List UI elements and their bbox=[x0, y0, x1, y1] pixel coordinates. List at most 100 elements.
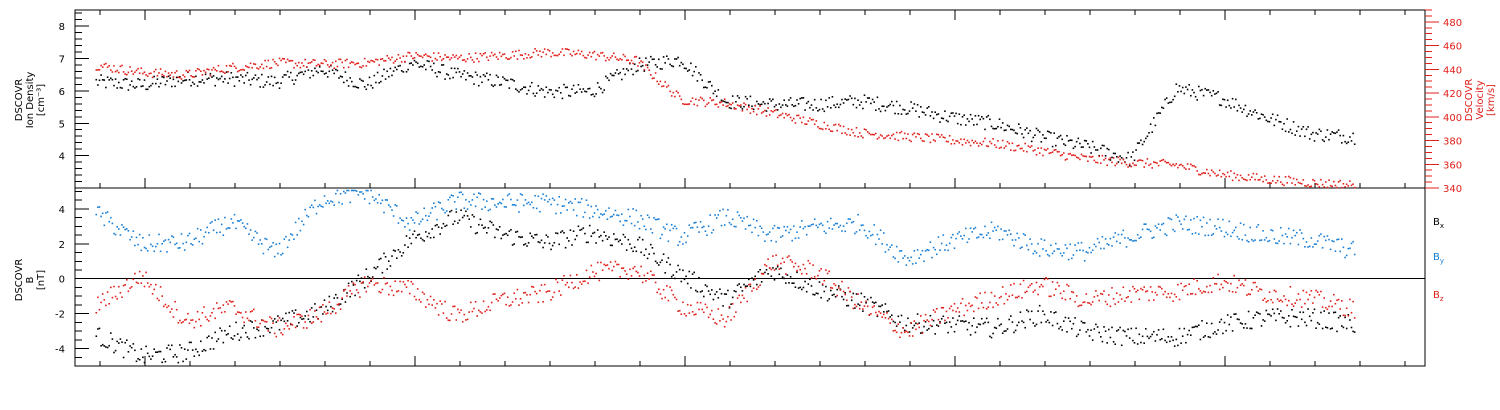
top-Velocity-point bbox=[866, 131, 869, 133]
bottom-Bz-point bbox=[1022, 279, 1025, 282]
bottom-Bx-point bbox=[410, 242, 413, 245]
bottom-Bz-point bbox=[794, 262, 797, 265]
top-Velocity-point bbox=[900, 130, 903, 133]
bottom-Bx-point bbox=[1177, 344, 1179, 347]
bottom-By-point bbox=[1112, 236, 1115, 238]
bottom-By-point bbox=[126, 228, 128, 230]
bottom-Bz-point bbox=[1190, 293, 1192, 295]
bottom-Bx-point bbox=[801, 288, 803, 291]
top-Velocity-point bbox=[1157, 164, 1160, 167]
top-Ion Density-point bbox=[884, 109, 887, 112]
bottom-Bz-point bbox=[751, 290, 753, 292]
bottom-By-point bbox=[190, 243, 192, 245]
bottom-By-point bbox=[879, 229, 882, 231]
top-Velocity-point bbox=[344, 59, 347, 62]
bottom-By-point bbox=[1111, 245, 1113, 247]
top-Velocity-point bbox=[836, 129, 838, 132]
bottom-By-point bbox=[1045, 250, 1047, 252]
bottom-By-point bbox=[817, 226, 819, 229]
bottom-Bz-point bbox=[720, 314, 723, 316]
bottom-Bx-point bbox=[191, 349, 194, 351]
top-Ion Density-point bbox=[823, 110, 826, 113]
bottom-Bz-point bbox=[325, 313, 327, 315]
bottom-Bx-point bbox=[1136, 343, 1139, 345]
top-Ion Density-point bbox=[98, 79, 101, 82]
bottom-By-point bbox=[968, 238, 970, 240]
top-Ion Density-point bbox=[1177, 91, 1179, 93]
top-Ion Density-point bbox=[833, 104, 835, 106]
bottom-Bz-point bbox=[1170, 292, 1173, 295]
bottom-By-point bbox=[476, 196, 478, 199]
top-Velocity-point bbox=[878, 136, 880, 139]
bottom-Bx-point bbox=[821, 284, 824, 286]
top-Ion Density-point bbox=[521, 88, 523, 90]
bottom-By-point bbox=[759, 225, 761, 228]
bottom-By-point bbox=[1037, 242, 1039, 245]
bottom-Bx-point bbox=[325, 305, 327, 308]
top-Ion Density-point bbox=[1056, 137, 1059, 139]
top-Velocity-point bbox=[1276, 179, 1279, 182]
top-Ion Density-point bbox=[907, 112, 909, 115]
bottom-By-point bbox=[767, 233, 769, 235]
top-Ion Density-point bbox=[841, 98, 843, 101]
top-Velocity-point bbox=[1006, 141, 1009, 143]
bottom-Bz-point bbox=[388, 293, 390, 296]
top-Ion Density-point bbox=[498, 84, 501, 86]
top-Ion Density-point bbox=[897, 113, 900, 115]
top-Ion Density-point bbox=[177, 80, 180, 83]
bottom-Bx-point bbox=[862, 310, 864, 312]
top-Ion Density-point bbox=[1255, 112, 1258, 114]
bottom-Bx-point bbox=[974, 331, 977, 334]
bottom-By-point bbox=[227, 227, 229, 229]
top-Ion Density-point bbox=[1186, 88, 1189, 91]
bottom-By-point bbox=[216, 231, 218, 234]
bottom-Bz-point bbox=[875, 311, 877, 314]
bottom-Bx-point bbox=[145, 345, 147, 348]
top-Ion Density-point bbox=[948, 115, 951, 118]
top-Velocity-point bbox=[1011, 142, 1014, 144]
bottom-By-point bbox=[457, 196, 459, 198]
bottom-Bz-point bbox=[378, 290, 380, 293]
top-Velocity-point bbox=[317, 63, 319, 66]
top-Velocity-point bbox=[452, 54, 454, 56]
bottom-Bz-point bbox=[346, 295, 348, 297]
top-Velocity-point bbox=[990, 142, 993, 145]
bottom-Bx-point bbox=[1236, 318, 1239, 320]
bottom-By-point bbox=[1040, 238, 1043, 240]
bottom-By-point bbox=[1238, 238, 1240, 240]
top-Velocity-point bbox=[982, 140, 985, 143]
bottom-Bz-point bbox=[510, 304, 512, 306]
bottom-Bz-point bbox=[852, 307, 855, 310]
bottom-Bz-point bbox=[1281, 300, 1284, 303]
top-Ion Density-point bbox=[375, 81, 377, 84]
bottom-Bx-point bbox=[945, 321, 948, 324]
bottom-Bz-point bbox=[707, 316, 710, 319]
bottom-By-point bbox=[815, 224, 818, 227]
top-Ion Density-point bbox=[273, 76, 276, 79]
bottom-Bz-point bbox=[730, 319, 732, 321]
top-Ion Density-point bbox=[1223, 98, 1226, 101]
top-Velocity-point bbox=[429, 56, 432, 59]
bottom-By-point bbox=[404, 226, 406, 228]
top-Velocity-point bbox=[1206, 168, 1208, 171]
bottom-By-point bbox=[1069, 243, 1071, 246]
bottom-Bz-point bbox=[780, 262, 782, 265]
bottom-Bz-point bbox=[841, 280, 843, 283]
top-Ion Density-point bbox=[587, 88, 589, 90]
top-Velocity-point bbox=[960, 138, 962, 141]
top-Ion Density-point bbox=[1061, 138, 1063, 141]
bottom-Bz-point bbox=[828, 270, 830, 273]
top-Ion Density-point bbox=[391, 74, 393, 77]
bottom-Bx-point bbox=[219, 327, 221, 329]
bottom-Bx-point bbox=[740, 286, 742, 289]
bottom-Bx-point bbox=[731, 296, 734, 299]
bottom-By-point bbox=[675, 227, 678, 230]
bottom-By-point bbox=[1191, 233, 1194, 235]
bottom-By-point bbox=[804, 225, 806, 228]
top-Velocity-point bbox=[571, 54, 573, 57]
bottom-Bx-point bbox=[543, 242, 546, 244]
top-Velocity-point bbox=[717, 106, 720, 108]
bottom-Bz-point bbox=[830, 286, 832, 289]
bottom-Bx-point bbox=[987, 321, 990, 324]
bottom-Bx-point bbox=[121, 341, 123, 343]
